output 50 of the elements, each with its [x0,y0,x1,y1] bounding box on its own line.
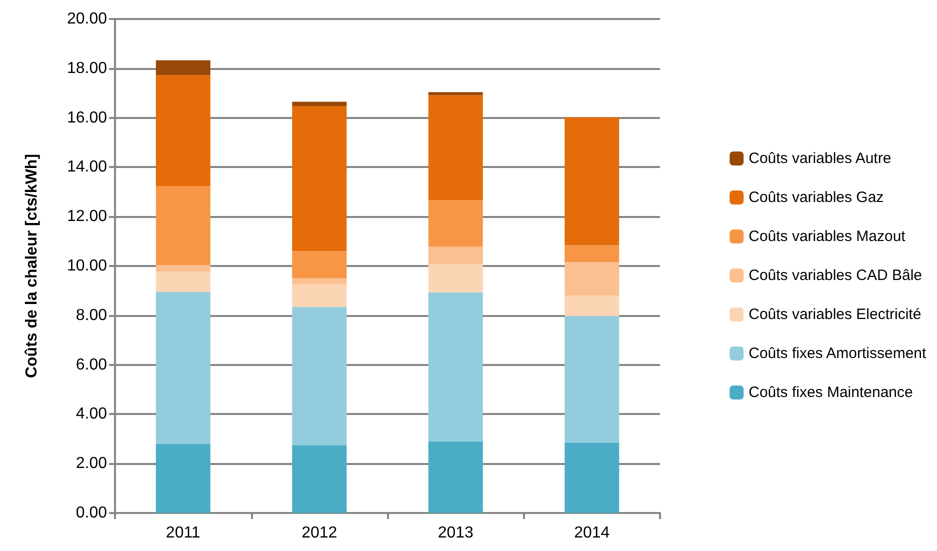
x-tick-label: 2012 [302,524,338,542]
bar [428,246,483,264]
y-tick-label: 8.00 [76,306,108,324]
y-tick-label: 10.00 [66,258,108,274]
x-tick-label: 2011 [166,524,200,542]
bar [564,296,620,316]
y-tick-label: 14.00 [66,158,108,176]
legend-label: Coûts fixes Amortissement [748,345,928,362]
bar [564,262,620,296]
bar [292,251,347,278]
y-tick-label: 4.00 [76,406,108,423]
bar [564,316,620,443]
bar [292,278,347,284]
bar [428,441,483,513]
legend-label: Coûts variables CAD Bâle [748,267,922,284]
bar [292,284,347,307]
legend-label: Coûts variables Electricité [748,306,922,323]
bar [428,92,483,96]
y-axis-title: Coûts de la chaleur [cts/kWh] [24,154,40,378]
y-tick-label: 12.00 [66,208,108,226]
x-tick-label: 2014 [574,524,610,542]
bar [156,186,210,266]
y-tick-label: 6.00 [76,356,108,374]
y-tick-label: 0.00 [76,504,108,522]
bar [292,307,347,446]
bar [564,442,620,513]
bar [156,272,210,292]
bar [292,102,347,106]
legend-label: Coûts variables Gaz [748,189,884,206]
legend-label: Coûts variables Mazout [748,228,906,245]
bar [156,60,210,76]
bar [292,106,347,252]
y-tick-label: 18.00 [66,60,108,77]
y-tick-label: 2.00 [76,455,108,472]
bar [156,444,210,513]
x-tick-label: 2013 [438,524,474,542]
y-tick-label: 20.00 [66,10,108,28]
legend-label: Coûts variables Autre [748,150,892,167]
bar [156,292,210,444]
bar [428,95,483,200]
bar [156,265,210,272]
y-tick-label: 16.00 [66,109,108,126]
bar [564,117,620,246]
bar [564,245,620,262]
bar [292,445,347,513]
bar [428,264,483,292]
legend-label: Coûts fixes Maintenance [748,384,913,401]
bar [428,292,483,442]
bar [156,75,210,186]
bar [428,200,483,247]
